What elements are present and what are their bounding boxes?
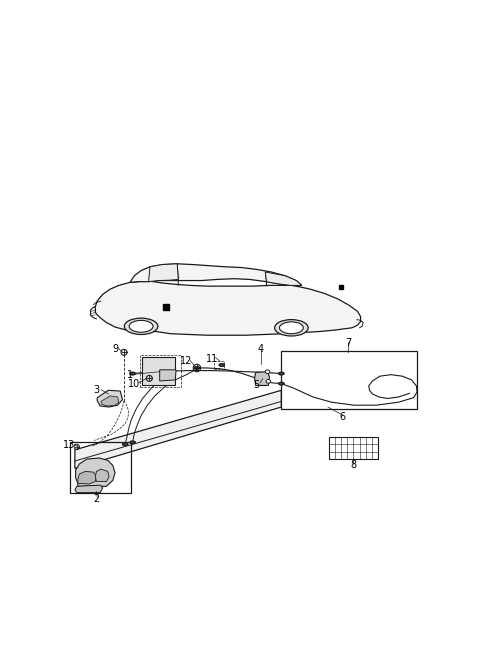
Polygon shape [101, 396, 119, 406]
Polygon shape [219, 364, 225, 366]
Text: 8: 8 [350, 460, 356, 470]
Polygon shape [76, 458, 115, 486]
Polygon shape [75, 485, 103, 493]
Text: 1: 1 [127, 371, 133, 381]
Polygon shape [130, 264, 302, 286]
Text: 7: 7 [345, 338, 351, 348]
Polygon shape [96, 469, 109, 481]
Text: 5: 5 [253, 380, 260, 390]
Ellipse shape [124, 318, 158, 335]
Polygon shape [265, 272, 302, 286]
Bar [281, 351, 417, 409]
Text: 13: 13 [63, 440, 75, 451]
Text: 6: 6 [340, 412, 346, 422]
Polygon shape [194, 367, 200, 369]
Bar [329, 437, 378, 459]
Text: 9: 9 [112, 344, 118, 354]
Bar [215, 362, 225, 369]
Polygon shape [279, 372, 284, 375]
Ellipse shape [266, 379, 271, 383]
Bar [140, 355, 181, 386]
Text: 4: 4 [257, 345, 263, 354]
Polygon shape [96, 280, 360, 335]
Text: 11: 11 [205, 354, 218, 364]
Bar [71, 442, 131, 493]
Ellipse shape [275, 320, 308, 336]
Ellipse shape [279, 322, 303, 334]
Text: 10: 10 [128, 379, 141, 388]
Polygon shape [130, 441, 135, 443]
Polygon shape [75, 390, 281, 468]
Polygon shape [122, 443, 128, 445]
Polygon shape [160, 370, 176, 381]
Polygon shape [254, 371, 269, 385]
Ellipse shape [129, 320, 153, 332]
Polygon shape [78, 472, 96, 484]
Polygon shape [142, 357, 175, 384]
Text: 3: 3 [94, 384, 99, 394]
Polygon shape [97, 390, 122, 407]
Text: 12: 12 [180, 356, 192, 366]
Polygon shape [279, 383, 284, 385]
Text: 2: 2 [93, 494, 99, 504]
Polygon shape [148, 264, 178, 282]
Ellipse shape [265, 370, 270, 373]
Polygon shape [130, 372, 135, 375]
